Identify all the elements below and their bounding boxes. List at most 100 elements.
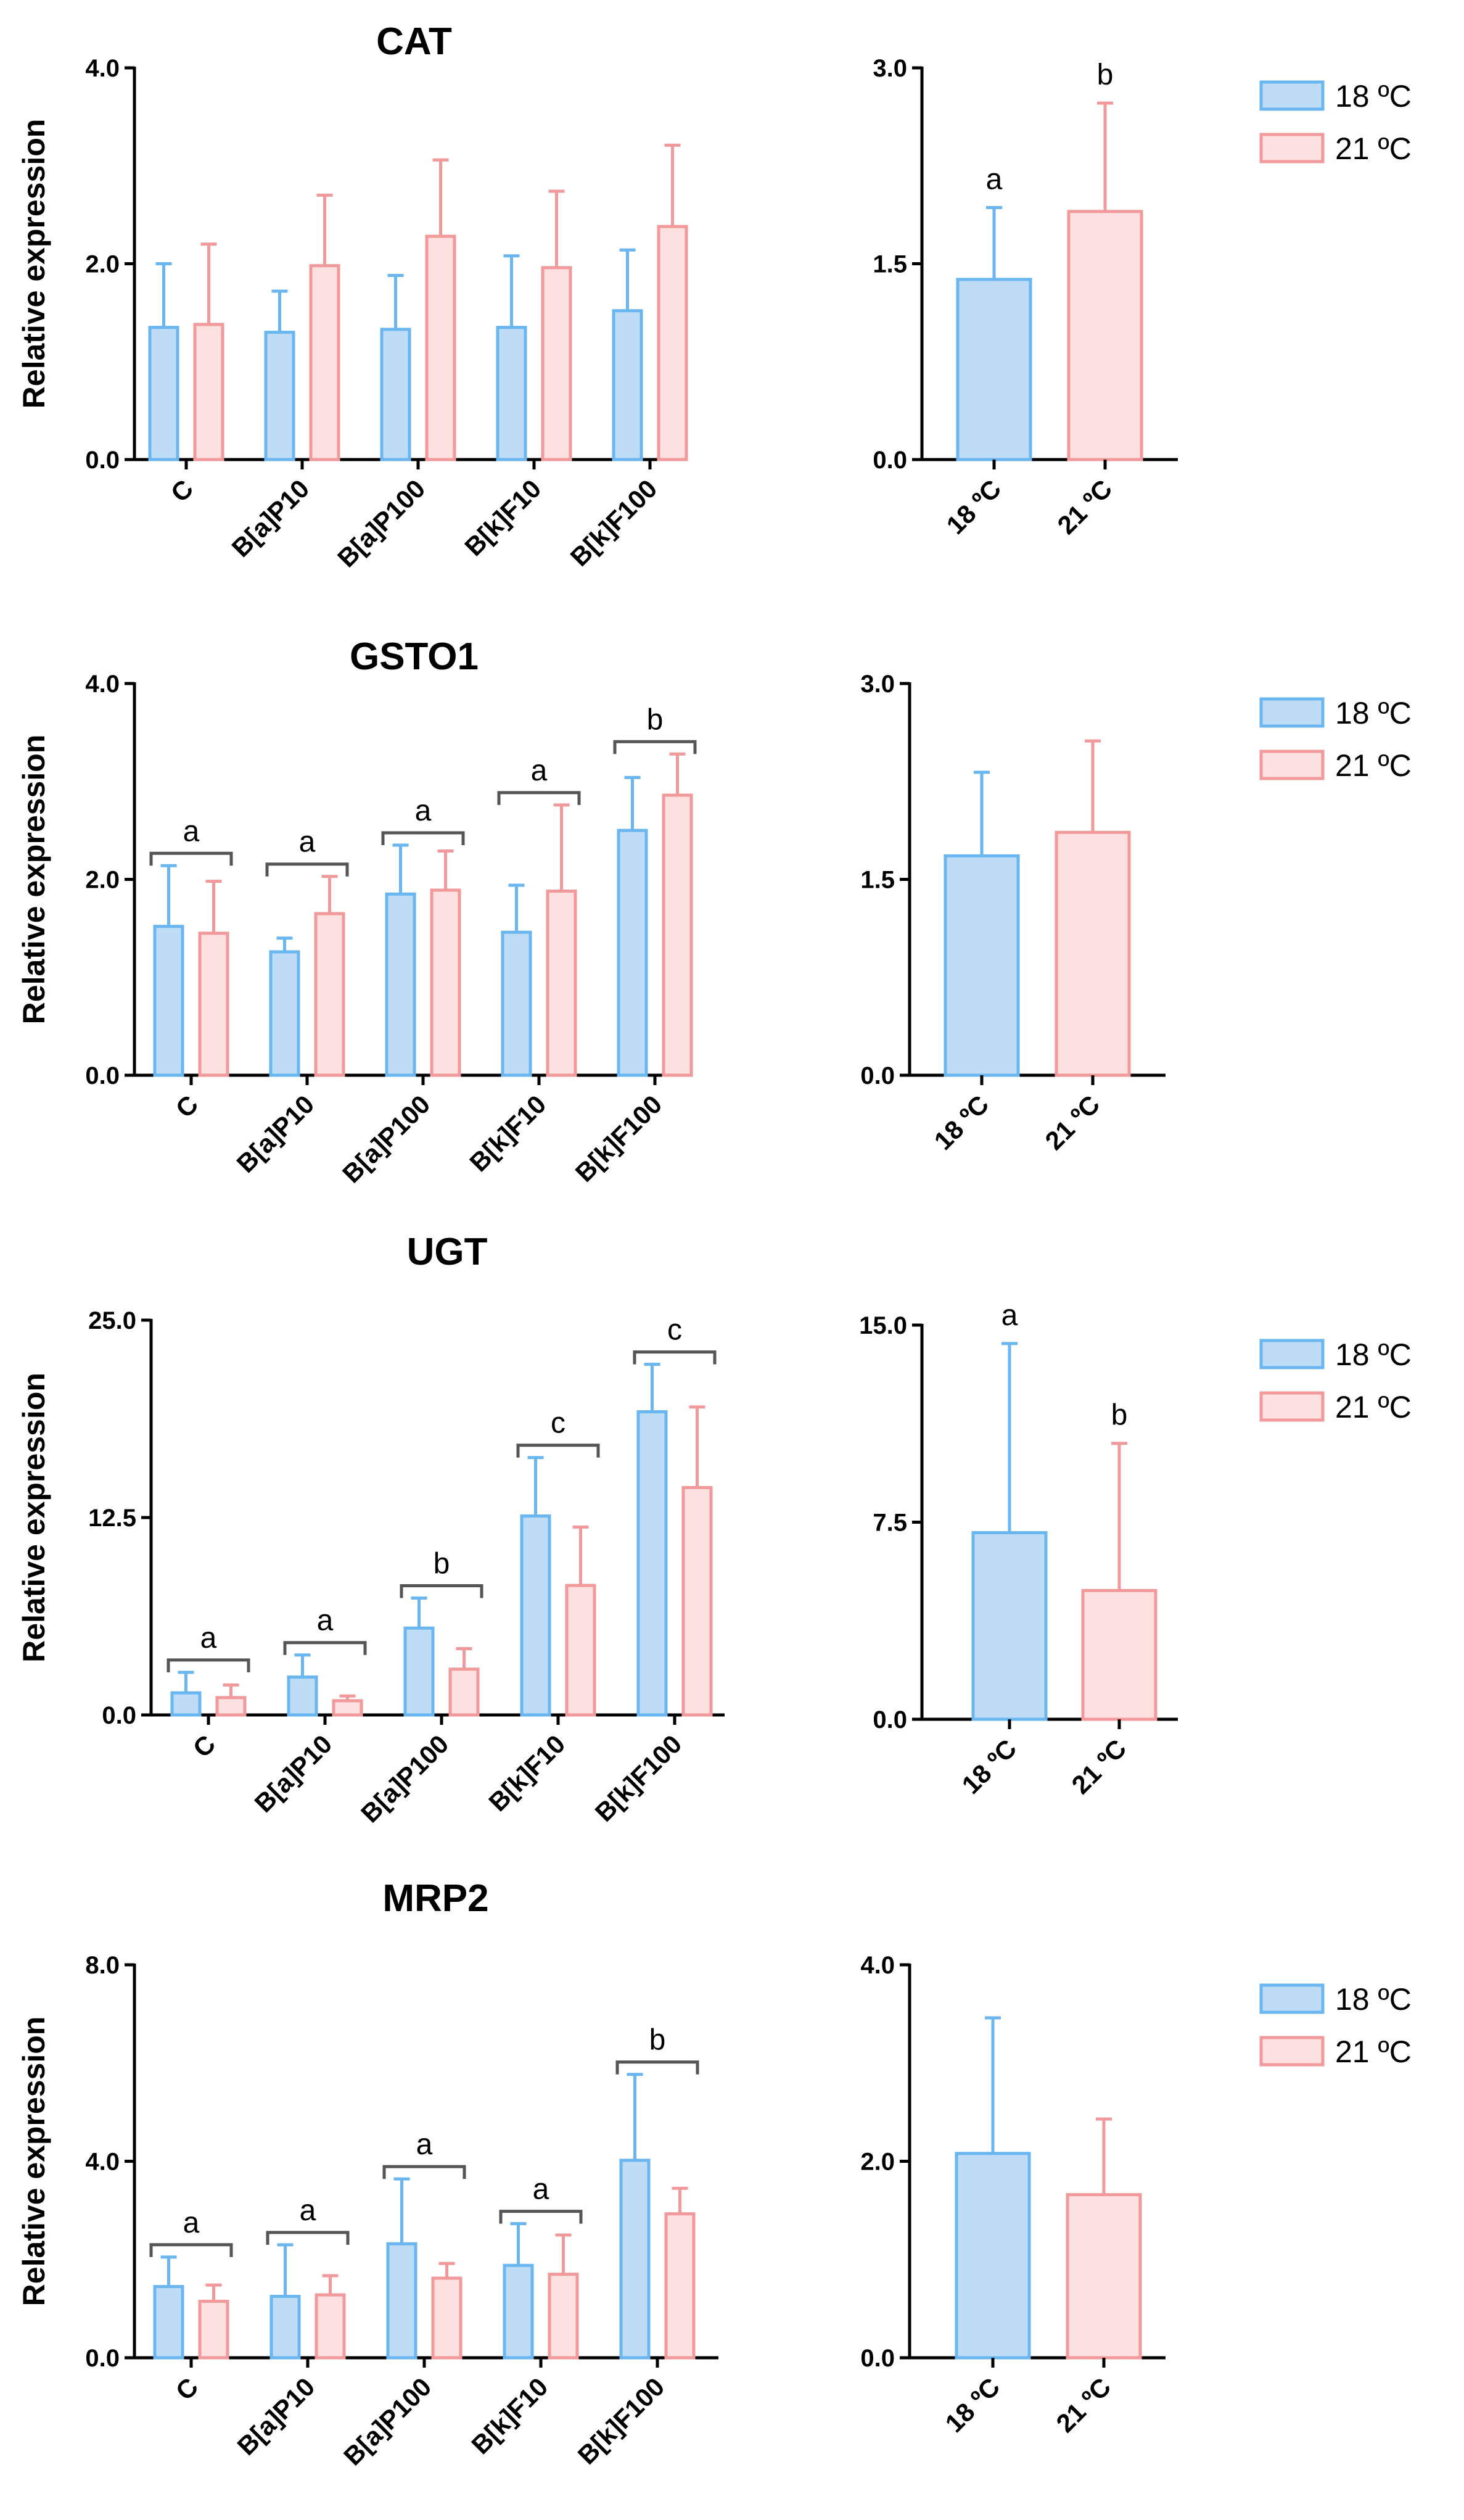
x-tick-label: B[k]F10 [483,1729,570,1817]
bar-21c [664,2212,696,2360]
bar-21c [314,912,345,1077]
bar-18c [153,2285,184,2360]
x-tick-label: C [165,474,199,508]
bar-21c [430,888,461,1077]
significance-letter: a [533,2173,549,2206]
summary-bar-21c [1066,2193,1142,2360]
significance-letter: a [183,815,200,848]
summary-y-tick-label: 15.0 [859,1312,907,1339]
significance-bracket [633,1350,717,1365]
legend-label: 18 ºC [1335,1337,1412,1372]
bar-18c [636,1410,668,1717]
bar-18c [520,1514,551,1717]
legend-label: 21 ºC [1335,2035,1412,2069]
main-y-tick-label: 0.0 [85,447,120,474]
bar-21c [548,2273,579,2360]
bar-21c [193,323,224,461]
summary-significance-letter: a [986,163,1003,196]
y-axis-label: Relative expression [17,1373,51,1663]
x-tick-label: C [187,1729,221,1763]
main-y-tick-label: 12.5 [88,1505,136,1532]
summary-y-tick-label: 7.5 [873,1510,907,1537]
legend-swatch-18c [1259,697,1325,728]
summary-bar-18c [944,854,1020,1077]
chart-title: CAT [376,20,452,63]
main-y-tick-label: 0.0 [85,1062,120,1089]
bar-18c [153,925,184,1077]
significance-letter: c [667,1314,682,1347]
summary-y-tick-label: 0.0 [873,447,907,474]
x-tick-label: B[a]P100 [338,2372,437,2471]
x-tick-label: C [170,2372,204,2406]
summary-significance-letter: a [1001,1299,1018,1332]
x-tick-label: B[a]P100 [332,474,430,572]
legend-swatch-21c [1259,750,1325,780]
summary-y-tick-label: 0.0 [860,1062,895,1089]
x-tick-label: B[a]P10 [226,474,315,563]
bar-21c [332,1699,363,1717]
legend-label: 21 ºC [1335,131,1412,166]
summary-bar-18c [956,278,1032,461]
significance-bracket [400,1584,483,1598]
x-tick-label: B[k]F10 [466,2372,553,2460]
summary-x-tick-label: 18 ºC [929,1089,995,1155]
bar-21c [431,2276,463,2360]
summary-x-tick-label: 21 ºC [1040,1089,1106,1155]
main-y-tick-label: 2.0 [85,867,120,894]
bar-18c [496,326,527,461]
main-y-tick-label: 0.0 [85,2345,120,2372]
significance-bracket [382,2165,466,2179]
y-axis-label: Relative expression [17,735,51,1025]
summary-y-tick-label: 3.0 [873,55,907,82]
bar-18c [617,828,648,1077]
significance-bracket [265,862,349,877]
legend-label: 21 ºC [1335,1390,1412,1424]
x-tick-label: B[a]P10 [231,1089,320,1178]
summary-y-tick-label: 4.0 [860,1952,895,1979]
significance-bracket [497,791,581,805]
summary-y-tick-label: 0.0 [860,2345,895,2372]
significance-bracket [381,831,465,845]
summary-x-tick-label: 18 ºC [941,474,1007,540]
significance-bracket [615,2060,699,2075]
significance-letter: a [299,826,316,859]
chart-panel-mrp2: MRP2 Relative expression 0.0 4.0 8.0 Ca B[a]P1… [17,1877,1412,2471]
significance-letter: a [415,795,432,827]
bar-21c [662,793,693,1077]
bar-21c [541,266,572,461]
summary-bar-18c [971,1531,1048,1721]
significance-bracket [149,851,233,866]
summary-y-tick-label: 2.0 [860,2149,895,2176]
summary-y-tick-label: 0.0 [873,1706,907,1733]
bar-21c [657,225,688,461]
chart-title: GSTO1 [350,635,479,678]
x-tick-label: B[k]F100 [570,1089,668,1188]
significance-letter: a [317,1605,334,1637]
bar-18c [148,326,179,461]
summary-y-tick-label: 3.0 [860,671,895,698]
y-axis-label: Relative expression [17,119,51,409]
chart-panel-cat: CAT Relative expression 0.0 2.0 4.0 C B[a]P10 B… [17,20,1412,572]
bar-18c [287,1675,318,1717]
chart-panel-ugt: UGT Relative expression 0.0 12.5 25.0 Ca B[a]P… [17,1231,1412,1828]
significance-letter: a [300,2194,316,2227]
significance-letter: a [531,754,548,787]
bar-21c [681,1485,713,1717]
summary-bar-21c [1055,830,1131,1077]
main-y-tick-label: 4.0 [85,55,120,82]
summary-x-tick-label: 18 ºC [940,2372,1006,2438]
significance-bracket [167,1658,250,1672]
legend-swatch-18c [1259,1339,1325,1369]
bar-21c [546,890,577,1077]
x-tick-label: B[k]F100 [572,2372,670,2470]
main-y-tick-label: 4.0 [85,2149,120,2176]
bar-18c [380,328,411,461]
summary-significance-letter: b [1111,1399,1128,1432]
bar-18c [170,1691,202,1717]
legend-swatch-18c [1259,80,1325,111]
significance-letter: b [647,703,664,736]
summary-x-tick-label: 21 ºC [1052,474,1118,540]
legend-swatch-21c [1259,133,1325,163]
main-y-tick-label: 2.0 [85,251,120,278]
bar-18c [269,950,300,1077]
